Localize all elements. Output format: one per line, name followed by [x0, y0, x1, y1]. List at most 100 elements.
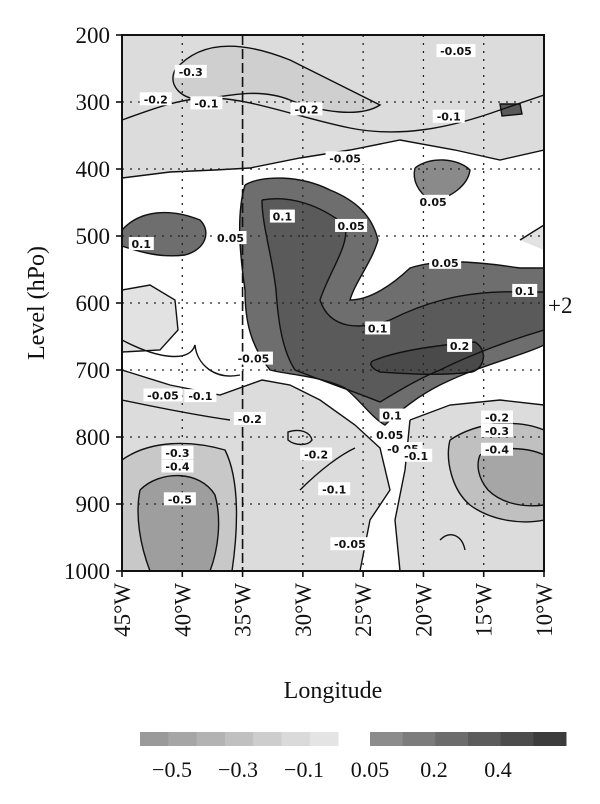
colorbar-negative-swatch	[140, 732, 169, 746]
contour-label: -0.05	[147, 389, 179, 402]
contour-line	[477, 454, 544, 507]
contour-line	[122, 442, 238, 571]
contour-label: 0.1	[515, 285, 535, 298]
contour-label-bg	[161, 446, 194, 460]
contour-label-bg	[365, 321, 391, 335]
contour-label-bg	[233, 351, 273, 365]
contour-label-bg	[300, 447, 333, 461]
contour-label-bg	[325, 151, 365, 165]
contour-label-bg	[318, 482, 351, 496]
colorbar-positive-swatch	[435, 732, 469, 746]
y-tick-label: 800	[76, 425, 111, 450]
colorbar-positive-label: 0.4	[484, 757, 512, 782]
contour-label: 0.1	[382, 410, 402, 423]
contour-label: -0.4	[485, 444, 509, 457]
contour-label: -0.1	[437, 111, 461, 124]
contour-line	[449, 422, 544, 441]
contour-label: -0.2	[294, 103, 318, 116]
colorbar: −0.5 −0.3 −0.1 0.05 0.2 0.4	[140, 732, 567, 782]
contour-line	[499, 103, 523, 117]
colorbar-positive-swatch	[533, 732, 567, 746]
contour-lines	[122, 45, 544, 571]
grid-layer	[122, 35, 544, 571]
annotation-plus-two: +2	[548, 293, 572, 318]
contour-fields	[122, 35, 544, 571]
x-tick-label: 20°W	[411, 583, 436, 637]
contour-label-bg	[143, 388, 183, 402]
contour-line	[413, 159, 471, 201]
x-tick-label: 10°W	[532, 583, 557, 637]
colorbar-positive-swatch	[468, 732, 502, 746]
contour-line	[261, 198, 544, 327]
contour-label: 0.05	[376, 429, 403, 442]
contour-label: -0.1	[322, 483, 346, 496]
colorbar-negative-swatch	[224, 732, 254, 746]
y-tick-label: 600	[76, 291, 111, 316]
contour-label: -0.1	[194, 97, 218, 110]
colorbar-negative-swatch	[196, 732, 226, 746]
contour-label: -0.2	[238, 413, 262, 426]
x-tick-label: 40°W	[170, 583, 195, 637]
contour-label-bg	[447, 338, 473, 352]
contour-label-bg	[269, 209, 295, 223]
contour-label: -0.05	[329, 152, 361, 165]
y-tick-label: 400	[76, 157, 111, 182]
contour-label: 0.2	[450, 340, 470, 353]
contour-label: -0.2	[304, 448, 328, 461]
contour-label-bg	[184, 389, 217, 403]
contour-label-layer: -0.05 -0.3 -0.2 -0.1 -0.2 -0.1 -0.05 0.05 0.1 0.0…	[128, 44, 538, 551]
colorbar-positive-swatch	[370, 732, 404, 746]
colorbar-negative-label: −0.3	[218, 757, 258, 782]
negative-region-lower-right-core	[478, 448, 544, 506]
x-axis-label: Longitude	[284, 678, 383, 704]
y-tick-label: 1000	[64, 559, 110, 584]
contour-label-bg	[512, 283, 538, 297]
contour-label-bg	[373, 427, 406, 441]
contour-line	[122, 139, 544, 179]
colorbar-negative-label: −0.1	[284, 757, 324, 782]
colorbar-positive-swatch	[500, 732, 534, 746]
contour-label-bg	[139, 92, 172, 106]
contour-label: 0.05	[420, 196, 447, 209]
contour-label: -0.2	[144, 93, 168, 106]
contour-line	[299, 447, 356, 491]
contour-label-bg	[379, 408, 405, 422]
contour-label: -0.4	[165, 460, 189, 473]
colorbar-negative-swatch	[281, 732, 311, 746]
colorbar-negative-label: −0.5	[152, 757, 192, 782]
contour-label-bg	[335, 218, 368, 232]
contour-line	[447, 439, 544, 523]
contour-label-bg	[233, 411, 266, 425]
contour-label: 0.1	[273, 211, 293, 224]
contour-label-bg	[174, 64, 207, 78]
y-tick-label: 300	[76, 90, 111, 115]
contour-label: -0.2	[485, 412, 509, 425]
contour-label-bg	[190, 96, 223, 110]
y-tick-label: 700	[76, 358, 111, 383]
contour-label: -0.1	[404, 450, 428, 463]
contour-label-bg	[214, 231, 247, 245]
contour-label: -0.3	[179, 66, 203, 79]
negative-region-lower-left-core	[138, 475, 219, 571]
contour-label: 0.05	[432, 257, 459, 270]
contour-label-bg	[417, 194, 450, 208]
colorbar-positive-label: 0.2	[420, 757, 448, 782]
contour-line	[370, 341, 484, 376]
contour-line	[122, 399, 231, 421]
y-tick-label: 900	[76, 492, 111, 517]
contour-label: 0.1	[132, 238, 152, 251]
colorbar-negative-swatch	[168, 732, 198, 746]
x-tick-label: 35°W	[231, 583, 256, 637]
contour-label-bg	[290, 102, 323, 116]
y-tick-label: 500	[76, 224, 111, 249]
colorbar-positive-swatch	[402, 732, 436, 746]
contour-label: -0.5	[168, 493, 192, 506]
contour-line	[519, 224, 544, 241]
contour-line	[287, 429, 313, 446]
contour-line	[137, 489, 151, 571]
contour-label-bg	[480, 442, 513, 456]
x-tick-label: 30°W	[291, 583, 316, 637]
contour-label-bg	[128, 237, 154, 251]
colorbar-negative-swatch	[253, 732, 282, 746]
